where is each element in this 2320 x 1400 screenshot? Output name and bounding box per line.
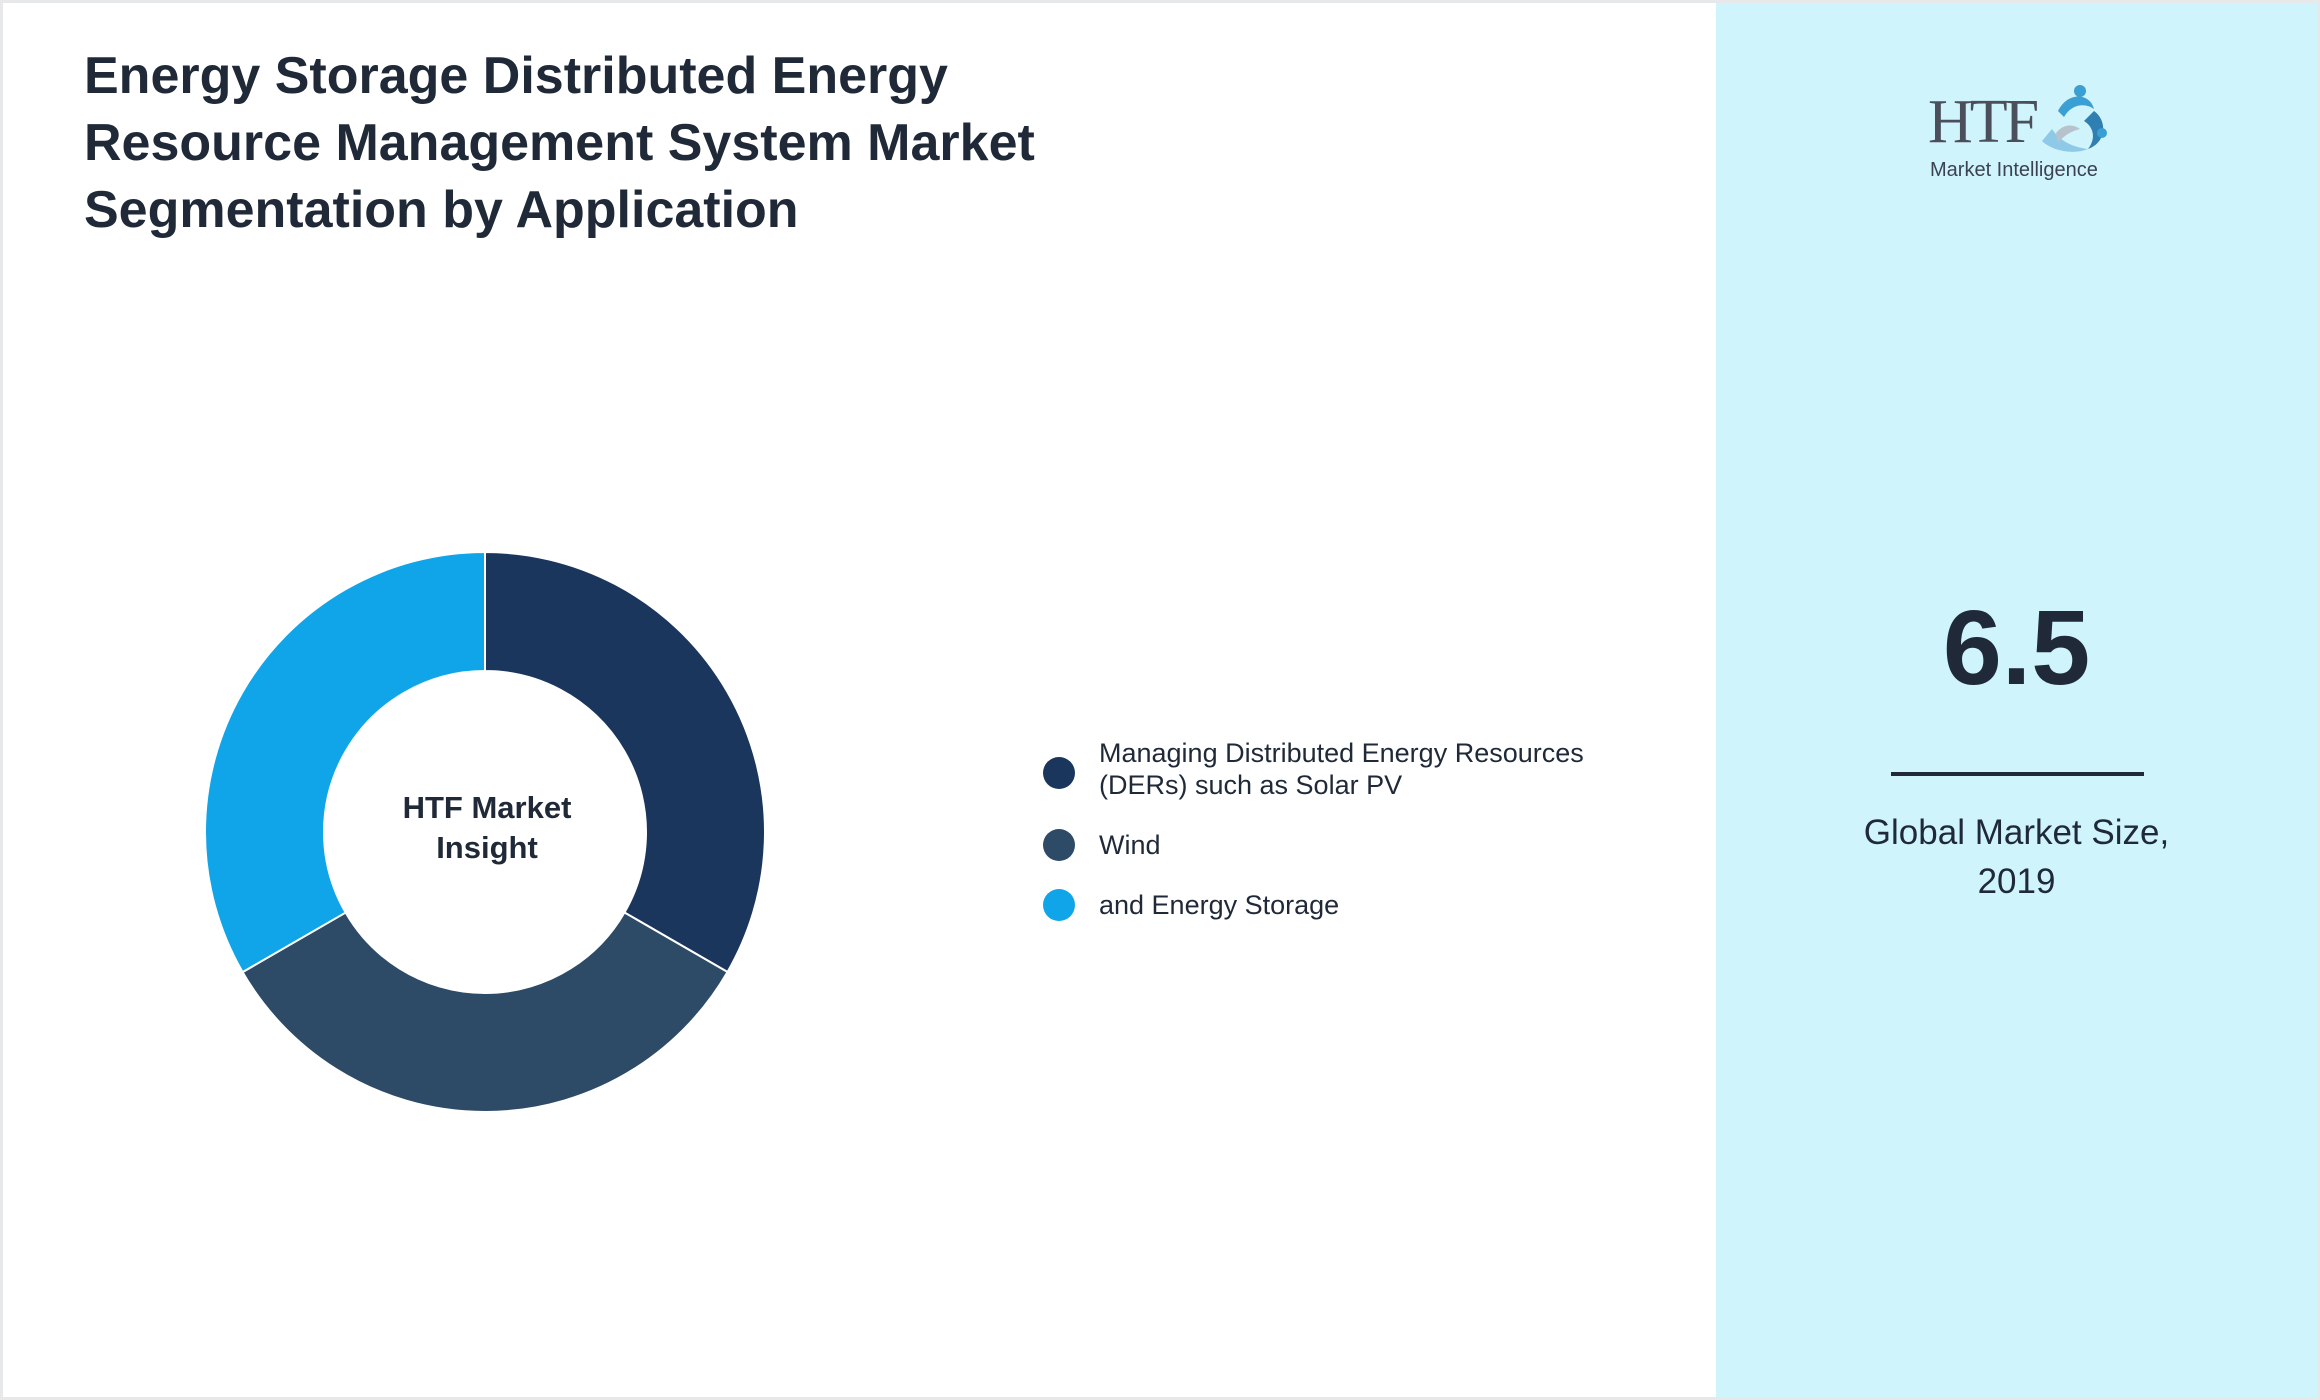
donut-center-label: HTF Market Insight (327, 788, 647, 868)
legend-item-wind: Wind (1043, 829, 1643, 861)
legend-dot-ders (1043, 757, 1075, 789)
value-divider (1891, 772, 2144, 776)
donut-chart (204, 550, 766, 1113)
donut-slice-and-energy-storage (204, 550, 486, 974)
market-size-caption-line1: Global Market Size, (1863, 813, 2170, 852)
market-size-value: 6.5 (1942, 589, 2091, 707)
donut-slice-managing-distributed-energy-resources-de (484, 550, 766, 974)
logo-wordmark: HTF (1928, 88, 2039, 156)
legend-dot-wind (1043, 829, 1075, 861)
legend-label-wind: Wind (1099, 830, 1161, 860)
market-size-caption-line2: 2019 (1977, 862, 2056, 901)
chart-panel: Energy Storage Distributed Energy Resour… (3, 3, 1716, 1397)
logo-subtitle: Market Intelligence (1930, 159, 2098, 181)
legend-label-energy-storage: and Energy Storage (1099, 890, 1340, 920)
donut-slice-wind (241, 911, 729, 1113)
market-size-sidebar (1716, 3, 2317, 1397)
chart-legend: Managing Distributed Energy Resources (D… (1043, 738, 1643, 921)
legend-label-ders-line2: (DERs) such as Solar PV (1099, 770, 1403, 800)
legend-dot-energy-storage (1043, 889, 1075, 921)
legend-label-ders: Managing Distributed Energy Resources (D… (1099, 737, 1584, 801)
center-label-line2: Insight (436, 830, 538, 865)
legend-label-ders-line1: Managing Distributed Energy Resources (1099, 738, 1584, 768)
legend-item-energy-storage: and Energy Storage (1043, 889, 1643, 921)
market-size-caption: Global Market Size, 2019 (1716, 808, 2317, 906)
legend-item-ders: Managing Distributed Energy Resources (D… (1043, 738, 1643, 801)
logo-swirl-icon (2042, 85, 2107, 152)
report-card: Energy Storage Distributed Energy Resour… (3, 3, 2317, 1397)
center-label-line1: HTF Market (402, 790, 572, 825)
htf-logo: HTF Market Intelligence (1928, 81, 2118, 191)
page-title: Energy Storage Distributed Energy Resour… (84, 47, 1035, 239)
